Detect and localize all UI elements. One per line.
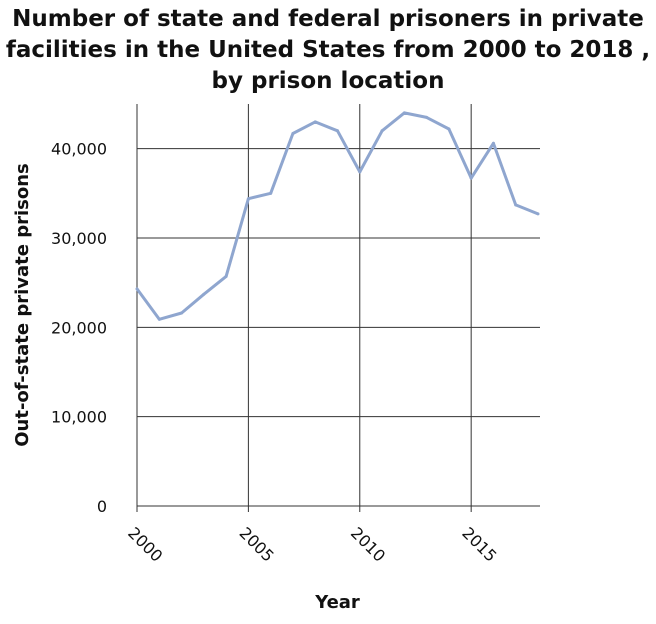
data-point [246,197,250,201]
data-point [447,127,451,131]
data-point [313,120,317,124]
data-point [269,191,273,195]
data-point [425,115,429,119]
y-tick-label: 20,000 [51,318,107,337]
y-tick-label: 10,000 [51,408,107,427]
x-tick-label: 2005 [236,523,278,565]
data-point [358,170,362,174]
x-tick-label: 2000 [124,523,166,565]
data-point [157,317,161,321]
data-point [180,311,184,315]
data-point [469,176,473,180]
data-points [135,111,540,321]
data-point [402,111,406,115]
data-point [202,292,206,296]
data-point [291,131,295,135]
grid-lines [136,104,540,512]
data-point [224,274,228,278]
chart-title: Number of state and federal prisoners in… [5,6,651,94]
y-tick-label: 30,000 [51,229,107,248]
data-point [514,203,518,207]
y-tick-label: 40,000 [51,140,107,159]
plot-area [137,104,538,506]
data-point [536,212,540,216]
y-axis-label: Out-of-state private prisons [12,163,33,447]
x-axis-label: Year [314,592,360,613]
data-point [380,129,384,133]
x-tick-label: 2015 [458,523,500,565]
x-tick-label: 2010 [347,523,389,565]
data-point [135,287,139,291]
data-point [491,141,495,145]
data-point [336,129,339,133]
y-tick-label: 0 [97,497,107,516]
